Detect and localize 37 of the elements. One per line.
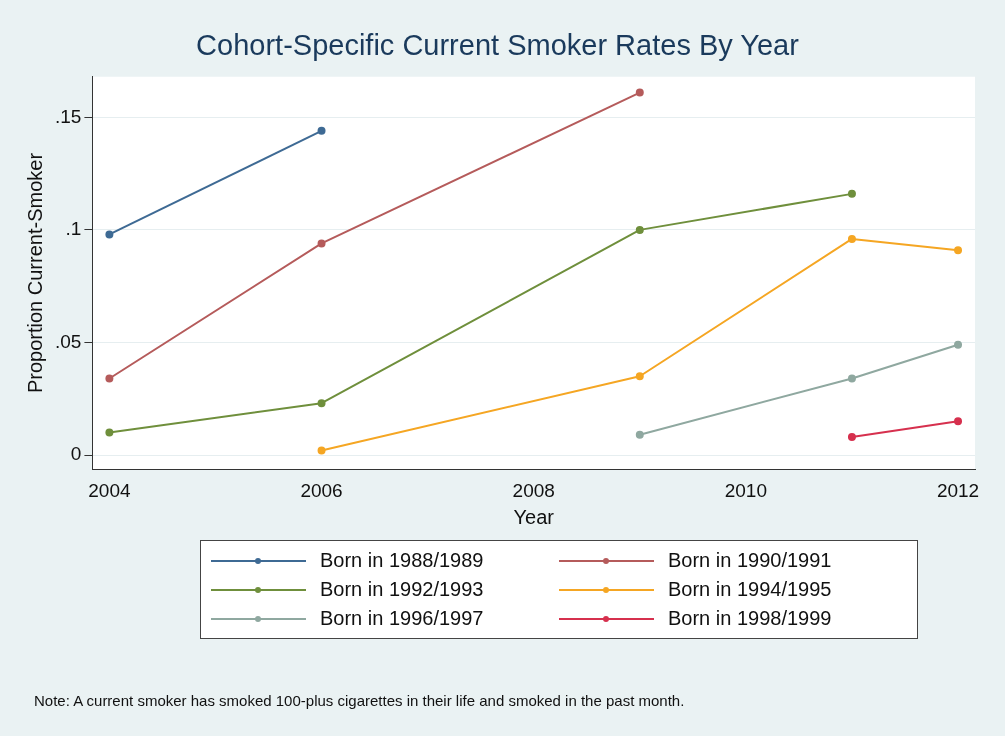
- point: [317, 239, 326, 248]
- x-tick-label: 2004: [88, 479, 131, 501]
- y-tick-label: .15: [54, 105, 82, 127]
- x-tick-label: 2010: [724, 479, 768, 501]
- point: [635, 88, 644, 97]
- legend-label: Born in 1998/1999: [668, 607, 832, 630]
- y-tick-label: .05: [54, 330, 82, 352]
- point: [954, 417, 963, 426]
- point: [635, 430, 644, 439]
- point: [105, 374, 114, 383]
- point: [847, 234, 856, 243]
- x-axis-title: Year: [513, 505, 555, 528]
- point: [847, 433, 856, 442]
- legend-label: Born in 1996/1997: [320, 607, 484, 630]
- x-tick-label: 2008: [512, 479, 555, 501]
- point: [847, 189, 856, 198]
- point: [105, 230, 114, 239]
- chart-title: Cohort-Specific Current Smoker Rates By Year: [196, 29, 800, 62]
- y-tick-label: 0: [70, 443, 82, 465]
- x-tick-label: 2012: [936, 479, 980, 501]
- point: [635, 372, 644, 381]
- point: [635, 225, 644, 234]
- y-tick-label: .1: [65, 218, 82, 240]
- point: [954, 246, 963, 255]
- point: [847, 374, 856, 383]
- text: Note: A current smoker has smoked 100-plus cigarettes in their life and smoked in the past month.: [34, 692, 685, 709]
- legend-label: Born in 1992/1993: [320, 578, 484, 601]
- legend-label: Born in 1994/1995: [668, 578, 832, 601]
- point: [954, 340, 963, 349]
- legend-label: Born in 1990/1991: [668, 549, 832, 572]
- x-tick-label: 2006: [300, 479, 343, 501]
- point: [105, 428, 114, 437]
- legend-label: Born in 1988/1989: [320, 549, 484, 572]
- point: [317, 446, 326, 455]
- point: [317, 126, 326, 135]
- y-axis-title: Proportion Current-Smoker: [23, 152, 46, 394]
- point: [317, 399, 326, 408]
